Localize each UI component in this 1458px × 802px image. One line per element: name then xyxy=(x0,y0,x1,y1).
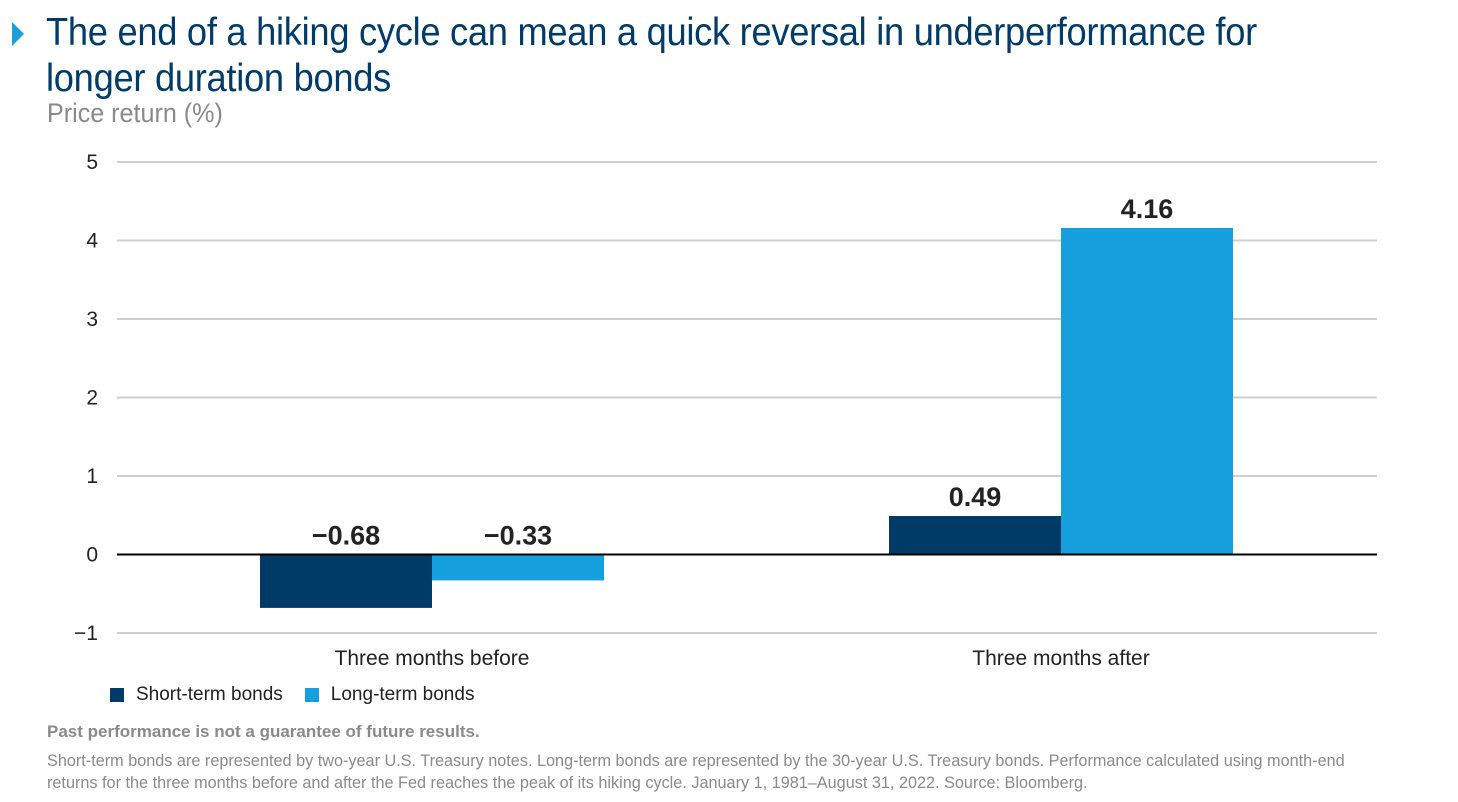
bar-long-term-1 xyxy=(1061,227,1233,555)
disclaimer-note: Past performance is not a guarantee of f… xyxy=(47,722,480,741)
methodology-note: Short-term bonds are represented by two-… xyxy=(47,751,1345,792)
bar-value-label: −0.68 xyxy=(312,521,380,551)
y-tick-label: −1 xyxy=(74,622,98,645)
bars xyxy=(260,227,1233,608)
bar-long-term-0 xyxy=(432,554,604,581)
chart-title: The end of a hiking cycle can mean a qui… xyxy=(46,11,1257,100)
y-tick-label: 0 xyxy=(86,544,98,567)
y-tick-label: 2 xyxy=(86,387,98,410)
y-tick-label: 1 xyxy=(86,465,98,488)
legend-label-short-term: Short-term bonds xyxy=(136,684,283,705)
legend-item-long-term: Long-term bonds xyxy=(304,684,475,706)
bar-value-labels: −0.68 −0.33 0.49 4.16 xyxy=(312,194,1173,551)
x-tick-label: Three months before xyxy=(335,647,530,670)
legend: Short-term bonds Long-term bonds xyxy=(110,684,474,706)
y-tick-label: 5 xyxy=(86,151,98,174)
y-tick-label: 3 xyxy=(86,308,98,331)
legend-swatch-long-term xyxy=(304,688,319,702)
legend-item-short-term: Short-term bonds xyxy=(110,684,283,706)
y-axis-ticks: 5 4 3 2 1 0 −1 xyxy=(74,151,98,645)
x-tick-label: Three months after xyxy=(972,647,1149,670)
x-axis-ticks: Three months before Three months after xyxy=(335,647,1150,670)
legend-label-long-term: Long-term bonds xyxy=(330,684,475,705)
bar-value-label: 0.49 xyxy=(949,482,1002,512)
y-axis-title: Price return (%) xyxy=(47,98,223,128)
bar-value-label: 4.16 xyxy=(1121,194,1174,224)
legend-swatch-short-term xyxy=(110,688,124,702)
bar-short-term-0 xyxy=(260,554,432,608)
bar-value-label: −0.33 xyxy=(484,521,552,551)
y-tick-label: 4 xyxy=(86,230,98,253)
bar-short-term-1 xyxy=(889,516,1061,555)
title-marker-icon xyxy=(12,22,24,46)
